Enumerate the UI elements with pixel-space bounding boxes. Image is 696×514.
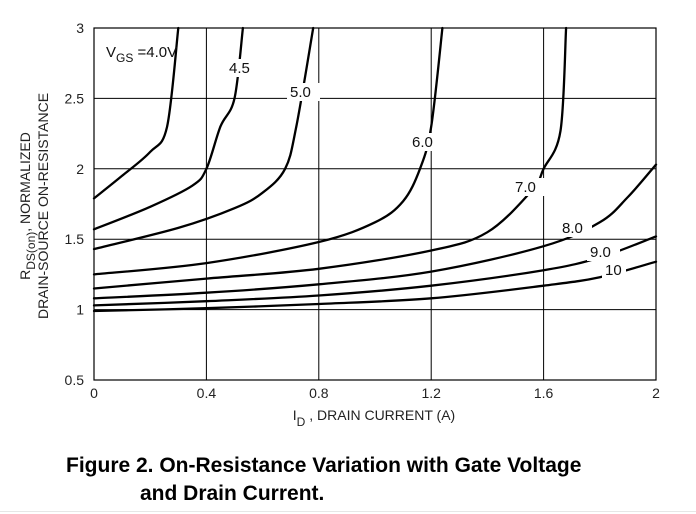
curve-vgs-7-0 <box>92 26 568 290</box>
y-tick-label: 1.5 <box>65 231 85 247</box>
curve-vgs-4-0 <box>92 26 180 200</box>
curve-label: 10 <box>605 262 622 279</box>
curve-label-vgs: VGS =4.0V <box>106 44 177 65</box>
y-tick-label: 0.5 <box>65 372 85 388</box>
x-tick-label: 0.8 <box>309 385 329 401</box>
y-axis-title-line2: DRAIN-SOURCE ON-RESISTANCE <box>35 93 51 319</box>
curve-label-bg <box>409 133 442 151</box>
ticks: 0 0.4 0.8 1.2 1.6 2 0.5 1 1.5 2 2.5 3 <box>65 20 661 401</box>
curve-vgs-8-0 <box>92 163 658 300</box>
curve-label-bg <box>587 243 620 261</box>
x-tick-label: 0.4 <box>197 385 217 401</box>
curve-vgs-5-0 <box>92 26 315 251</box>
figure-caption: Figure 2. On-Resistance Variation with G… <box>66 452 581 508</box>
curve-label: 5.0 <box>290 84 311 101</box>
curve-label: 4.5 <box>229 60 250 77</box>
curves <box>92 26 658 313</box>
grid <box>94 28 656 380</box>
curve-labels: VGS =4.0V 4.5 5.0 6.0 7.0 8.0 9.010 <box>106 44 626 279</box>
bottom-divider <box>0 511 696 512</box>
y-tick-label: 2.5 <box>65 90 85 106</box>
curve-label-bg <box>512 178 545 196</box>
curve-vgs-10 <box>92 260 658 313</box>
curve-label-bg <box>559 219 592 237</box>
y-tick-label: 3 <box>76 20 84 36</box>
curve-label-bg <box>287 83 320 101</box>
curve-vgs-6-0 <box>92 26 444 276</box>
y-tick-label: 1 <box>76 302 84 318</box>
y-axis-title: RDS(on), NORMALIZED DRAIN-SOURCE ON-RESI… <box>17 93 51 319</box>
x-tick-label: 2 <box>652 385 660 401</box>
x-tick-label: 1.6 <box>534 385 554 401</box>
x-axis-title: ID , DRAIN CURRENT (A) <box>293 407 455 429</box>
curve-label: 9.0 <box>590 244 611 261</box>
caption-line2: and Drain Current. <box>140 482 325 505</box>
x-tick-label: 0 <box>90 385 98 401</box>
on-resistance-chart: VGS =4.0V 4.5 5.0 6.0 7.0 8.0 9.010 0 0.4 0.8 1.2… <box>17 20 661 429</box>
curve-label: 6.0 <box>412 134 433 151</box>
y-tick-label: 2 <box>76 161 84 177</box>
curve-label: 7.0 <box>515 179 536 196</box>
y-axis-title-line1: RDS(on), NORMALIZED <box>17 132 38 280</box>
curve-label-bg <box>602 261 626 279</box>
caption-line1: Figure 2. On-Resistance Variation with G… <box>66 454 582 477</box>
plot-frame <box>93 27 657 381</box>
curve-label-bg <box>226 59 259 77</box>
x-tick-label: 1.2 <box>421 385 441 401</box>
curve-label: 8.0 <box>562 220 583 237</box>
curve-vgs-4-5 <box>92 26 245 231</box>
